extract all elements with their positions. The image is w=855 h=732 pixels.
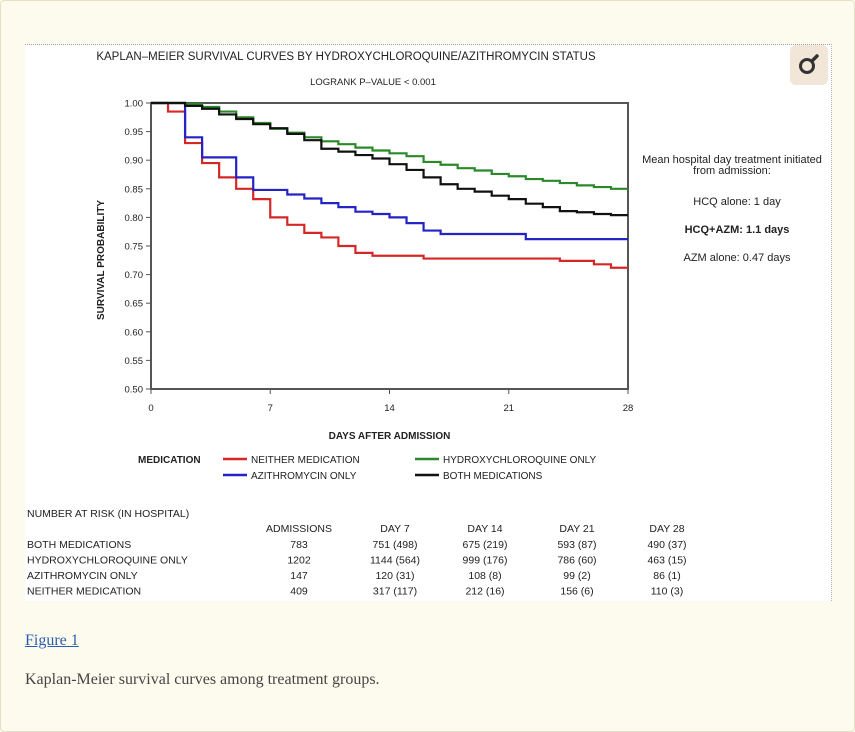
risk-table-cell: 1144 (564) (370, 555, 420, 567)
y-tick-label: 0.65 (125, 299, 144, 310)
risk-table-cell: 999 (176) (463, 555, 508, 567)
y-tick-label: 0.85 (125, 184, 144, 195)
risk-table-header: DAY 21 (559, 523, 594, 535)
x-tick-label: 0 (148, 403, 153, 414)
series-line-neither-medication (151, 101, 628, 269)
risk-table-cell: 1202 (287, 555, 311, 567)
y-tick-label: 0.50 (125, 385, 144, 396)
risk-table-cell: 99 (2) (563, 570, 590, 582)
annotation-azm: AZM alone: 0.47 days (683, 252, 791, 264)
risk-table-cell: 317 (117) (373, 586, 417, 598)
x-tick-label: 14 (384, 403, 395, 414)
risk-table-cell: 409 (290, 586, 308, 598)
y-tick-label: 1.00 (125, 99, 144, 110)
y-axis-label: SURVIVAL PROBABILITY (96, 200, 107, 320)
risk-table-row-label: BOTH MEDICATIONS (27, 539, 131, 551)
y-tick-label: 0.70 (125, 270, 144, 281)
risk-table-cell: 108 (8) (468, 570, 501, 582)
risk-table-cell: 751 (498) (373, 539, 418, 551)
magnifier-icon (799, 54, 819, 74)
risk-table-cell: 783 (290, 539, 308, 551)
chart-title: KAPLAN–MEIER SURVIVAL CURVES BY HYDROXYC… (96, 51, 596, 63)
risk-table-header: ADMISSIONS (266, 523, 332, 535)
y-tick-label: 0.80 (125, 213, 144, 224)
series-line-both-medications (151, 101, 628, 217)
risk-table-cell: 147 (290, 570, 308, 582)
risk-table-cell: 675 (219) (463, 539, 508, 551)
y-tick-label: 0.75 (125, 242, 144, 253)
risk-table-row-label: HYDROXYCHLOROQUINE ONLY (27, 555, 188, 567)
risk-table-title: NUMBER AT RISK (IN HOSPITAL) (27, 508, 189, 520)
figure-caption: Kaplan-Meier survival curves among treat… (25, 671, 380, 688)
zoom-button[interactable] (790, 45, 828, 85)
y-tick-label: 0.90 (125, 156, 144, 167)
risk-table-cell: 490 (37) (647, 539, 686, 551)
risk-table-cell: 110 (3) (651, 586, 684, 598)
plot-frame (150, 102, 629, 390)
y-tick-label: 0.95 (125, 127, 144, 138)
annotation-hcq-azm: HCQ+AZM: 1.1 days (685, 224, 790, 236)
risk-table-header: DAY 7 (380, 523, 410, 535)
figure-link[interactable]: Figure 1 (25, 632, 79, 649)
risk-table-cell: 86 (1) (653, 570, 680, 582)
x-tick-label: 7 (268, 403, 273, 414)
x-tick-label: 28 (623, 403, 634, 414)
risk-table-row-label: AZITHROMYCIN ONLY (27, 570, 138, 582)
risk-table-cell: 212 (16) (465, 586, 504, 598)
x-axis-label: DAYS AFTER ADMISSION (329, 431, 451, 442)
legend-label: AZITHROMYCIN ONLY (251, 471, 357, 482)
legend-label: BOTH MEDICATIONS (443, 471, 543, 482)
risk-table-cell: 156 (6) (560, 586, 593, 598)
risk-table-row-label: NEITHER MEDICATION (27, 586, 141, 598)
annotation-hcq: HCQ alone: 1 day (693, 196, 781, 208)
series-line-hydroxychloroquine-only (151, 101, 628, 190)
risk-table-header: DAY 28 (649, 523, 684, 535)
risk-table-cell: 786 (60) (557, 555, 596, 567)
legend-label: NEITHER MEDICATION (251, 455, 360, 466)
series-line-azithromycin-only (151, 101, 628, 241)
risk-table-cell: 120 (31) (375, 570, 414, 582)
risk-table-header: DAY 14 (467, 523, 502, 535)
figure-panel: KAPLAN–MEIER SURVIVAL CURVES BY HYDROXYC… (25, 44, 832, 601)
risk-table-cell: 463 (15) (647, 555, 686, 567)
x-tick-label: 21 (503, 403, 514, 414)
km-chart: KAPLAN–MEIER SURVIVAL CURVES BY HYDROXYC… (27, 51, 822, 598)
y-tick-label: 0.55 (125, 356, 144, 367)
legend-label: HYDROXYCHLOROQUINE ONLY (443, 455, 597, 466)
risk-table-cell: 593 (87) (557, 539, 596, 551)
y-tick-label: 0.60 (125, 327, 144, 338)
annotation-heading-2: from admission: (693, 165, 771, 177)
annotation-heading: Mean hospital day treatment initiated (642, 154, 822, 166)
legend-title: MEDICATION (138, 455, 201, 466)
chart-subtitle: LOGRANK P–VALUE < 0.001 (310, 77, 436, 88)
